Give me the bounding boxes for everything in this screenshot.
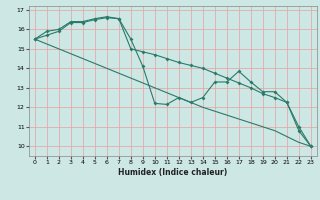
X-axis label: Humidex (Indice chaleur): Humidex (Indice chaleur) [118, 168, 228, 177]
